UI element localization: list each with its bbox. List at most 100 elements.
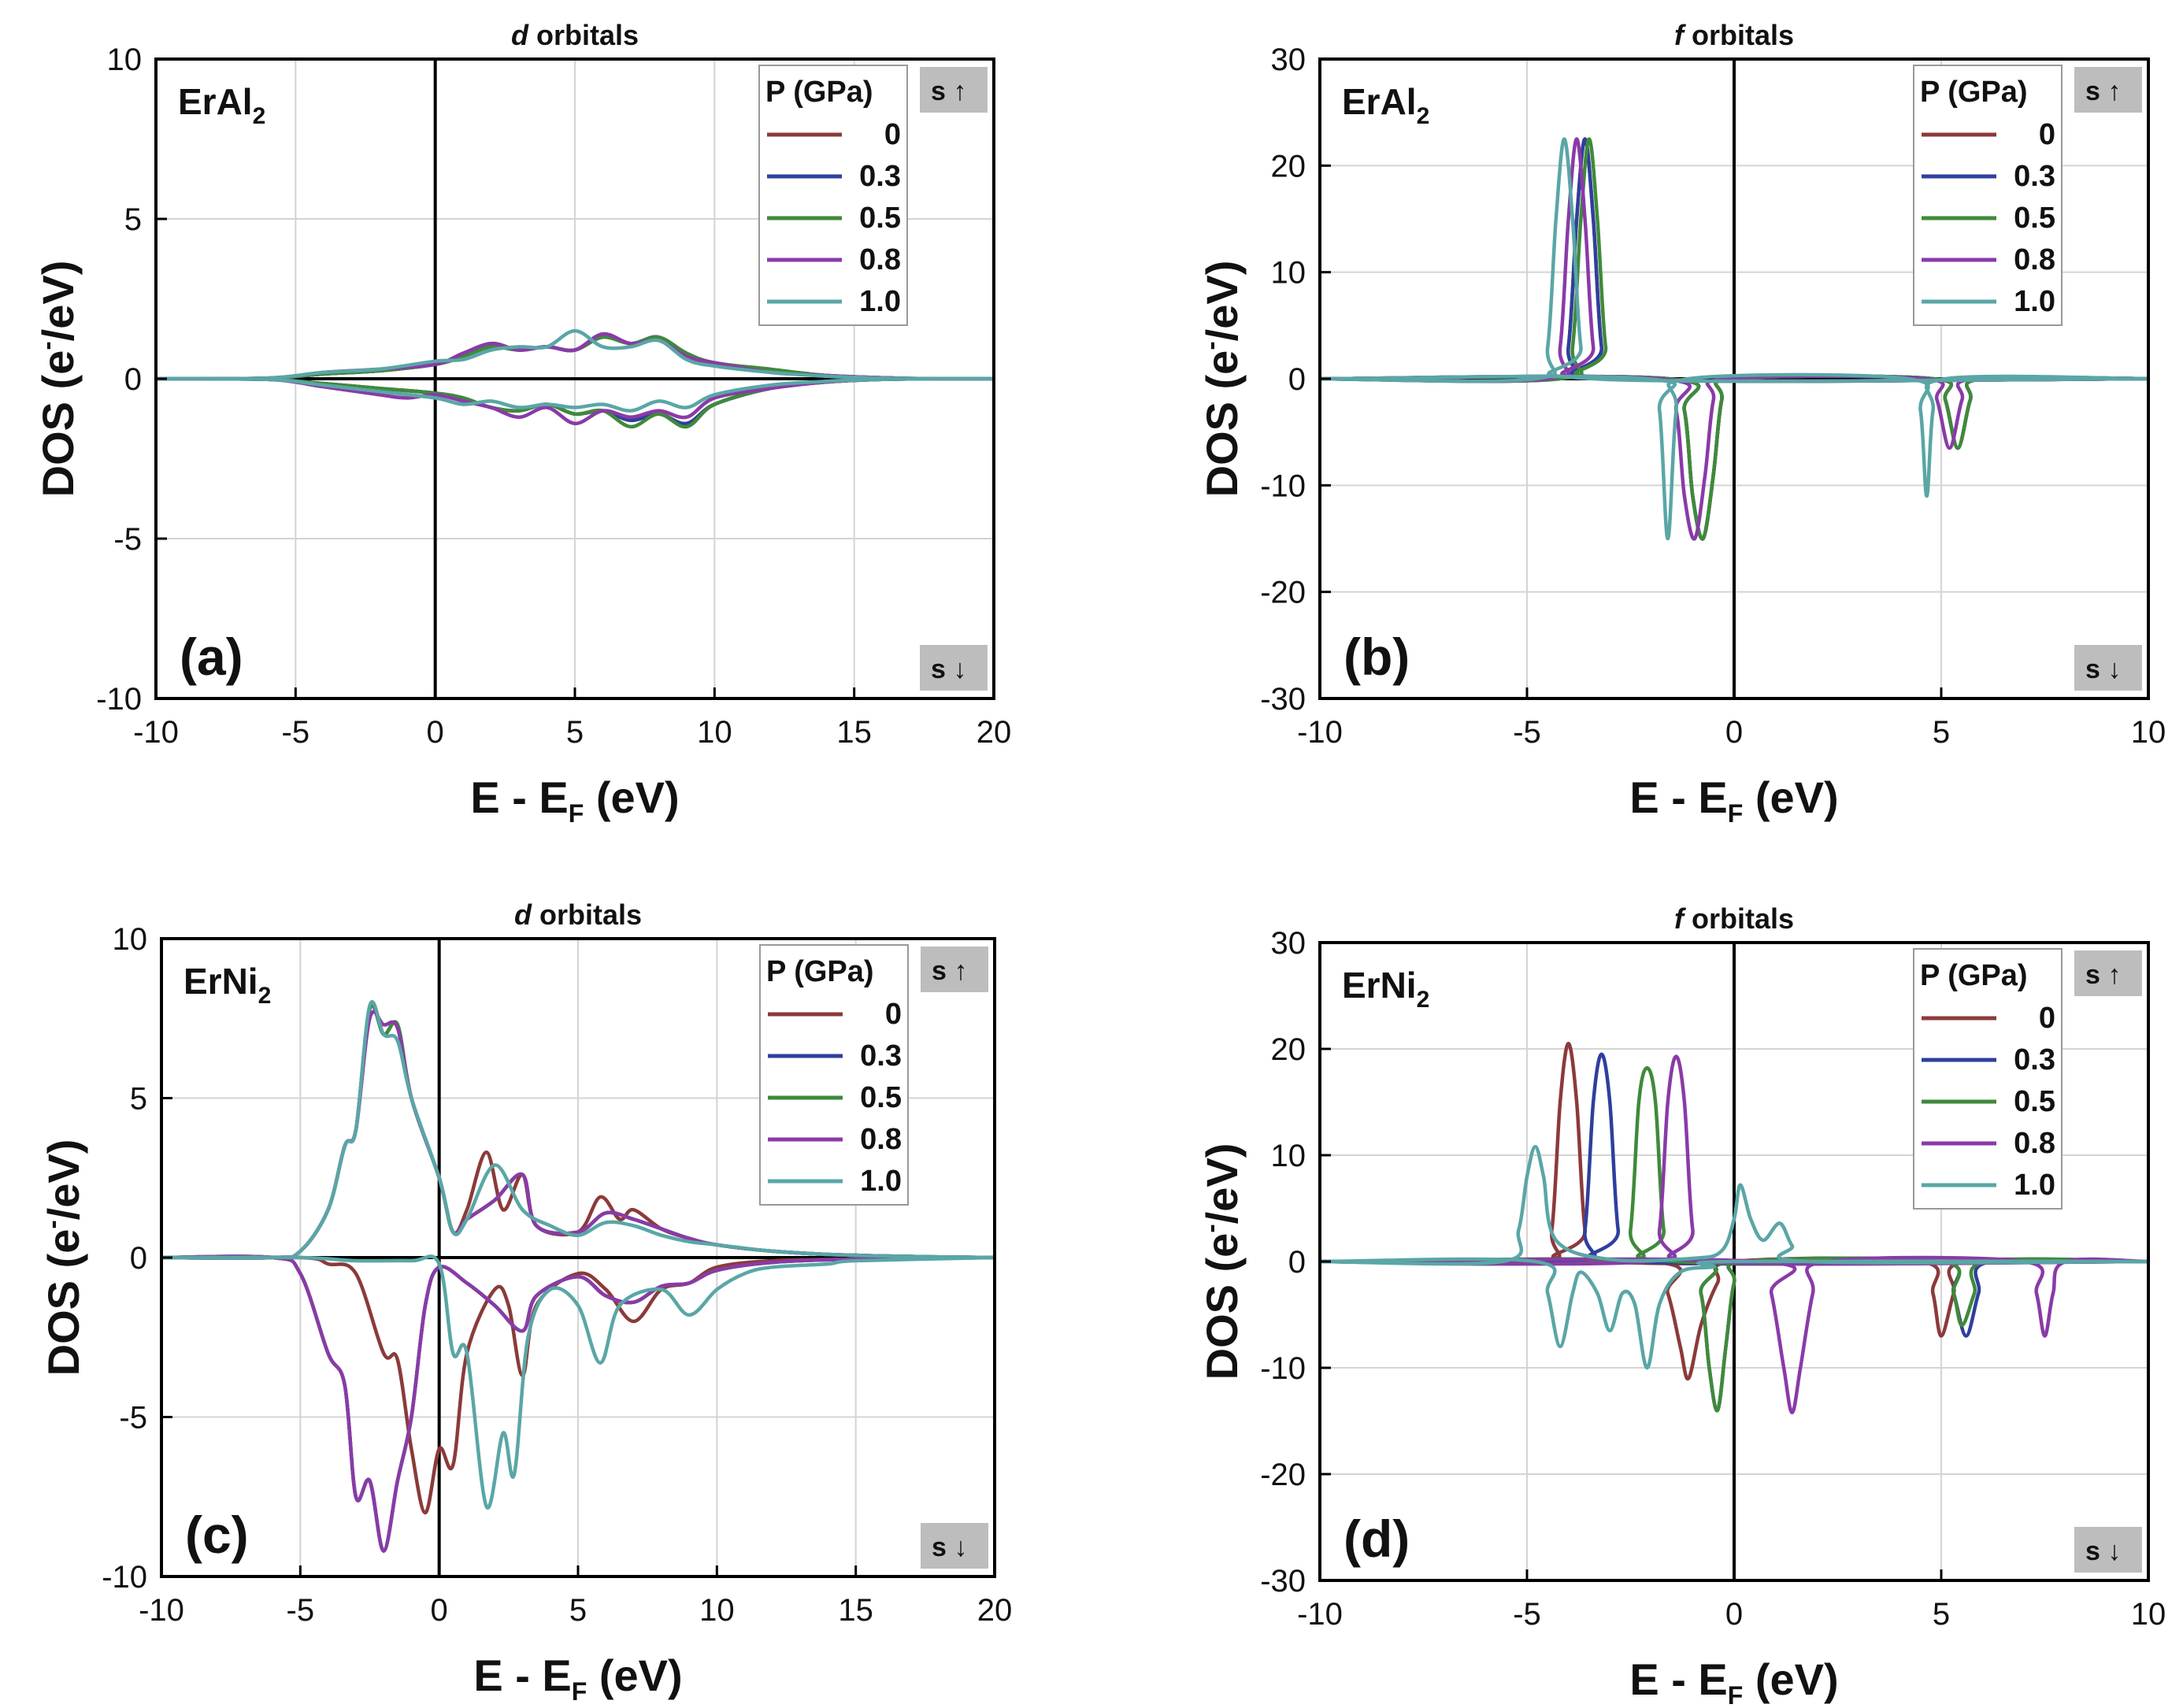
y-axis-title-main: DOS (e [1197,1233,1247,1380]
spin-down-arrow-icon: ↓ [953,654,966,684]
panel-title: d orbitals [514,898,642,931]
spin-up-label: s ↑ [2085,960,2121,990]
x-axis-title-main: E - E [1629,772,1727,822]
y-axis-title: DOS (e-/eV) [32,261,83,498]
x-tick-label: 0 [1725,715,1743,750]
x-axis-title-main: E - E [473,1651,571,1700]
x-tick-label: 5 [566,715,584,750]
compound-label-sub: 2 [258,983,272,1009]
y-axis-title-sup: - [1196,341,1226,350]
y-tick-label: -5 [119,1401,147,1436]
y-tick-label: 20 [1271,1032,1306,1067]
legend-title: P (GPa) [766,955,874,988]
legend-entry-label: 0 [2039,118,2055,151]
series-line-1-0-down [1320,372,2148,541]
series-line-1-0-up [156,328,994,381]
y-tick-label: 10 [107,43,143,77]
legend-entry-label: 0.3 [859,160,901,193]
x-tick-label: -5 [287,1593,315,1628]
y-tick-label: 0 [1288,362,1306,397]
compound-label-sub: 2 [253,103,266,129]
y-axis-title-tail: /eV) [1197,1143,1247,1224]
x-axis-title-main: E - E [1629,1654,1727,1704]
spin-up-label: s ↑ [2085,76,2121,106]
legend-entry-label: 0.8 [2014,1127,2055,1160]
spin-down-arrow-icon: ↓ [954,1532,967,1562]
y-axis-title: DOS (e-/eV) [1196,261,1247,498]
x-tick-label: -10 [1297,715,1343,750]
x-tick-label: -10 [139,1593,184,1628]
y-tick-label: 10 [1271,1139,1306,1173]
y-axis-title: DOS (e-/eV) [38,1139,88,1376]
x-tick-label: -10 [1297,1597,1343,1632]
panel-title-text: orbitals [532,898,642,931]
y-tick-label: -5 [113,522,142,557]
y-axis-title-sup: - [1196,1224,1226,1232]
panel-title-orbital: f [1674,19,1686,51]
x-axis-title: E - EF (eV) [1629,1654,1838,1708]
x-tick-label: 5 [569,1593,587,1628]
y-tick-label: -10 [1260,469,1306,503]
y-tick-label: 10 [113,922,148,957]
x-tick-label: 20 [977,1593,1013,1628]
legend-entry-label: 1.0 [2014,1169,2055,1202]
legend-box [1913,65,2063,326]
y-tick-label: -10 [1260,1351,1306,1386]
y-tick-label: -20 [1260,576,1306,610]
y-tick-label: -30 [1260,1564,1306,1599]
x-axis-title-tail: (eV) [584,772,679,822]
y-tick-label: 30 [1271,926,1306,961]
x-tick-label: -5 [282,715,310,750]
panel-title-orbital: d [511,19,529,51]
x-tick-label: 20 [977,715,1012,750]
x-tick-label: 15 [838,1593,873,1628]
spin-up-arrow-icon: ↑ [2107,76,2121,106]
legend-entry-label: 1.0 [2014,285,2055,318]
legend-entry-label: 0 [885,998,902,1031]
legend-entry-label: 0.3 [2014,160,2055,193]
series-line-1-0-down [156,376,994,413]
legend-title: P (GPa) [1920,959,2028,992]
compound-label-sub: 2 [1417,987,1430,1013]
spin-down-arrow-icon: ↓ [2107,654,2121,684]
spin-up-badge [2074,950,2142,996]
x-tick-label: -5 [1513,1597,1541,1632]
y-tick-label: -10 [96,682,142,717]
panel-title: f orbitals [1674,902,1794,935]
series-line-1-0-down [161,1254,995,1510]
spin-down-badge [920,645,988,691]
series-curves [161,1000,995,1553]
x-axis-title-tail: (eV) [1743,772,1838,822]
spin-down-letter: s [932,1532,954,1562]
x-axis-title-sub: F [572,1677,587,1706]
x-tick-label: 10 [2131,1597,2166,1632]
spin-down-letter: s [931,654,953,684]
series-line-0-8-down [1320,1255,2148,1414]
panel-title-text: orbitals [1684,19,1794,51]
legend-entry-label: 0.5 [860,1081,902,1114]
y-tick-label: -10 [102,1560,147,1595]
legend-entry-label: 0.3 [2014,1043,2055,1076]
compound-label-base: ErAl [178,81,253,122]
x-axis-title-tail: (eV) [1743,1654,1838,1704]
legend-entry-label: 0.5 [2014,1085,2055,1118]
y-tick-label: 0 [124,362,142,397]
spin-up-arrow-icon: ↑ [953,76,966,106]
y-tick-label: 0 [1288,1245,1306,1280]
x-tick-label: -5 [1513,715,1541,750]
y-axis-title-main: DOS (e [39,1229,88,1376]
spin-down-label: s ↓ [2085,654,2121,684]
x-axis-title-tail: (eV) [587,1651,682,1700]
spin-up-letter: s [2085,76,2107,106]
legend-entry-label: 0.5 [2014,202,2055,235]
y-tick-label: 0 [130,1241,147,1276]
spin-up-letter: s [2085,960,2107,990]
y-tick-label: -30 [1260,682,1306,717]
legend-entry-label: 0.8 [860,1123,902,1156]
y-axis-title-tail: /eV) [33,261,83,342]
